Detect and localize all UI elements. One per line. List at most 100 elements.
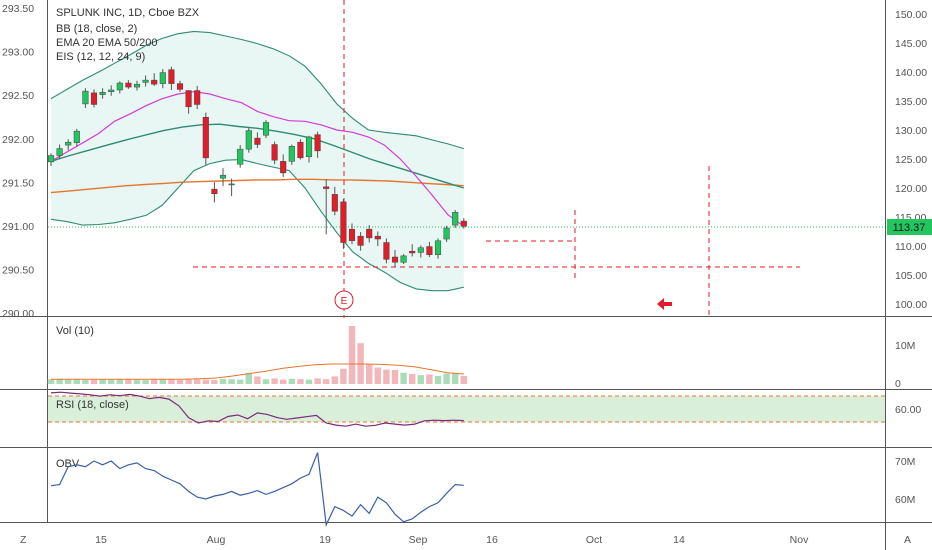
candle bbox=[254, 132, 261, 148]
time-axis-tick: 19 bbox=[319, 534, 331, 546]
candle-body bbox=[426, 246, 433, 255]
volume-bar bbox=[194, 379, 201, 384]
volume-bar bbox=[133, 379, 141, 384]
volume-bar bbox=[211, 380, 218, 384]
candle-body bbox=[374, 235, 381, 240]
volume-bar bbox=[271, 378, 278, 384]
volume-bar bbox=[151, 379, 158, 384]
volume-bar bbox=[56, 378, 63, 384]
current-price-value: 113.37 bbox=[893, 222, 926, 234]
earnings-marker-label: E bbox=[341, 296, 348, 307]
candle bbox=[305, 135, 313, 163]
candle bbox=[271, 141, 278, 165]
left-axis-tick: 290.00 bbox=[2, 308, 34, 320]
candle-body bbox=[194, 90, 201, 105]
vol-tick-0: 0 bbox=[895, 378, 901, 390]
left-axis-tick: 291.50 bbox=[2, 177, 34, 189]
volume-bar bbox=[460, 376, 467, 384]
candle bbox=[228, 178, 235, 197]
volume-bar bbox=[305, 379, 313, 384]
volume-bars bbox=[47, 326, 467, 384]
right-axis-tick: 140.00 bbox=[895, 67, 927, 79]
candle-body bbox=[417, 247, 424, 253]
corner-left-label[interactable]: Z bbox=[20, 534, 27, 546]
candle bbox=[357, 232, 364, 251]
volume-bar bbox=[409, 374, 416, 384]
volume-bar bbox=[314, 378, 321, 384]
candle bbox=[262, 120, 270, 139]
volume-bar bbox=[116, 378, 123, 384]
candle bbox=[176, 80, 184, 92]
left-axis-tick: 293.50 bbox=[2, 3, 34, 15]
left-axis-tick: 293.00 bbox=[2, 47, 34, 59]
candle bbox=[323, 179, 330, 235]
legend-eis: EIS (12, 12, 24, 9) bbox=[56, 51, 145, 63]
candle-body bbox=[47, 155, 55, 163]
candle-body bbox=[305, 136, 313, 157]
candle bbox=[391, 250, 399, 268]
left-price-axis[interactable]: 293.50 293.00 292.50 292.00 291.50 291.00 290.… bbox=[2, 3, 34, 320]
candle-body bbox=[400, 255, 407, 263]
candle-body bbox=[56, 148, 63, 156]
candle-body bbox=[151, 79, 158, 85]
right-price-axis[interactable]: 150.00 145.00 140.00 135.00 130.00 125.00 120.… bbox=[895, 9, 927, 311]
left-axis-tick: 292.00 bbox=[2, 134, 34, 146]
volume-bar bbox=[65, 379, 72, 384]
candle-body bbox=[108, 89, 115, 92]
candle bbox=[108, 85, 115, 96]
corner-right-label[interactable]: A bbox=[904, 534, 911, 546]
candle-body bbox=[142, 79, 149, 83]
volume-bar bbox=[262, 379, 270, 384]
candle-body bbox=[280, 161, 287, 174]
volume-bar bbox=[125, 379, 132, 384]
time-axis-tick: Nov bbox=[790, 534, 809, 546]
right-axis-tick: 145.00 bbox=[895, 38, 927, 50]
candle-body bbox=[176, 83, 184, 90]
left-axis-tick: 292.50 bbox=[2, 90, 34, 102]
candle-body bbox=[125, 82, 132, 88]
candle-body bbox=[383, 242, 390, 260]
candle-body bbox=[357, 235, 364, 246]
candle bbox=[125, 80, 132, 89]
right-axis-tick: 110.00 bbox=[895, 241, 926, 253]
time-axis-tick: Aug bbox=[207, 534, 226, 546]
volume-bar bbox=[348, 326, 356, 384]
candle-body bbox=[254, 137, 261, 145]
volume-bar bbox=[142, 380, 149, 384]
candle bbox=[47, 153, 55, 166]
candle bbox=[211, 182, 218, 203]
drawn-annotations bbox=[193, 0, 800, 318]
volume-bar bbox=[297, 379, 304, 384]
candle-body bbox=[168, 69, 175, 84]
volume-bar bbox=[176, 380, 184, 384]
candle-body bbox=[245, 130, 252, 150]
volume-bar bbox=[185, 379, 192, 384]
candle-body bbox=[434, 240, 442, 255]
volume-bar bbox=[426, 374, 433, 384]
volume-bar bbox=[374, 367, 381, 384]
right-axis-tick: 135.00 bbox=[895, 96, 927, 108]
volume-bar bbox=[417, 375, 424, 384]
candle-body bbox=[409, 250, 416, 254]
candle bbox=[288, 144, 295, 165]
candle-body bbox=[116, 82, 123, 91]
candle-body bbox=[185, 90, 192, 108]
candle-body bbox=[288, 145, 295, 162]
time-axis[interactable]: 15 Aug 19 Sep 16 Oct 14 Nov bbox=[95, 534, 809, 546]
candle bbox=[426, 241, 433, 258]
ema-50-line bbox=[50, 123, 465, 189]
volume-bar bbox=[366, 364, 373, 384]
obv-panel: OBV 70M 60M bbox=[50, 452, 915, 527]
right-axis-tick: 120.00 bbox=[895, 183, 927, 195]
earnings-marker[interactable]: E bbox=[334, 290, 354, 310]
candle-body bbox=[323, 186, 330, 189]
current-price-tag: 113.37 bbox=[887, 219, 932, 235]
candle bbox=[133, 80, 141, 91]
arrow-left-icon bbox=[657, 298, 672, 310]
candle bbox=[142, 75, 149, 87]
candle bbox=[374, 231, 381, 246]
candle-body bbox=[314, 134, 321, 152]
rsi-overbought-band bbox=[48, 396, 885, 422]
